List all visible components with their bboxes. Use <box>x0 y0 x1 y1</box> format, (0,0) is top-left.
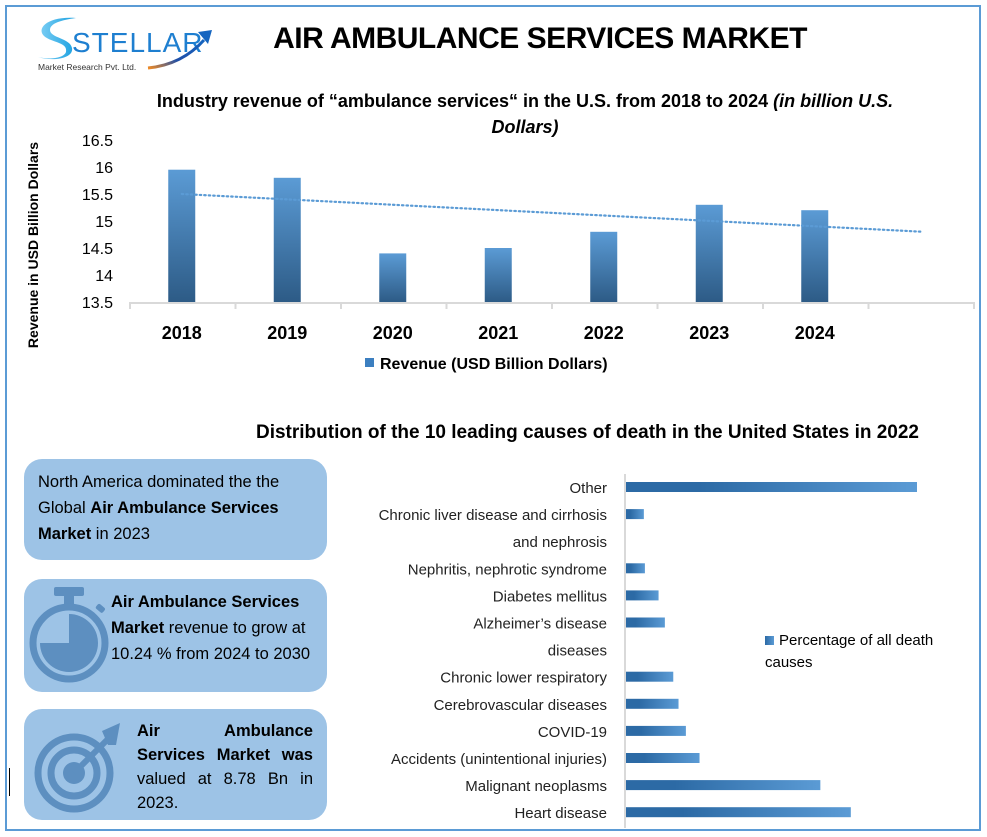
revenue-x-tick-label: 2019 <box>267 323 307 343</box>
cause-label: Cerebrovascular diseases <box>434 697 607 714</box>
revenue-legend-swatch <box>365 358 374 367</box>
stopwatch-icon <box>29 587 109 683</box>
cause-label: and nephrosis <box>513 534 607 551</box>
cause-label: Alzheimer’s disease <box>473 616 607 633</box>
info-card-region: North America dominated the the Global A… <box>24 459 327 560</box>
revenue-bar-2021 <box>484 248 512 302</box>
cause-label: Chronic lower respiratory <box>440 670 607 687</box>
cause-label: diseases <box>548 643 607 660</box>
cause-label: COVID-19 <box>538 724 607 741</box>
revenue-bar-2022 <box>590 231 618 302</box>
logo: STELLAR Market Research Pvt. Ltd. <box>28 10 218 76</box>
cause-bar <box>626 725 686 736</box>
cause-bar <box>626 671 674 682</box>
cause-bar <box>626 590 659 601</box>
cause-bar <box>626 753 700 763</box>
card-valuation-text: Air Ambulance Services Market was valued… <box>137 719 313 815</box>
text-cursor <box>9 768 10 796</box>
revenue-chart-title-italic: (in billion U.S. Dollars) <box>491 91 894 137</box>
revenue-chart-title-main: Industry revenue of “ambulance services“… <box>156 91 774 111</box>
causes-legend: Percentage of all death causes <box>765 630 965 674</box>
revenue-x-tick-label: 2022 <box>584 323 624 343</box>
card-growth-text-2: revenue to grow at 10.24 % from 2024 to … <box>111 619 311 663</box>
revenue-legend: Revenue (USD Billion Dollars) <box>365 356 608 374</box>
logo-brand-text: STELLAR <box>72 27 204 58</box>
info-card-growth: Air Ambulance Services Market revenue to… <box>24 579 327 692</box>
card-valuation-text-1: Air Ambulance Services Market was <box>137 722 313 764</box>
revenue-x-tick-label: 2021 <box>478 323 518 343</box>
revenue-chart-title: Industry revenue of “ambulance services“… <box>130 88 920 140</box>
cause-label: Diabetes mellitus <box>493 588 607 605</box>
causes-legend-swatch <box>765 636 774 645</box>
cause-bar <box>626 807 851 818</box>
stellar-logo-graphic: STELLAR <box>38 17 212 70</box>
cause-bar <box>626 563 645 574</box>
cause-bar <box>626 482 917 492</box>
card-region-text: North America dominated the the Global A… <box>38 473 279 543</box>
revenue-x-tick-label: 2018 <box>162 323 202 343</box>
revenue-x-tick-label: 2023 <box>689 323 729 343</box>
revenue-y-tick-label: 15.5 <box>82 187 113 204</box>
card-valuation-text-2: valued at 8.78 Bn in 2023. <box>137 770 313 812</box>
revenue-trendline <box>180 192 925 233</box>
card-region-text-3: in 2023 <box>91 525 150 543</box>
cause-bar <box>626 617 665 628</box>
revenue-y-tick-label: 16.5 <box>82 133 113 150</box>
cause-label: Accidents (unintentional injuries) <box>391 751 607 768</box>
cause-bar <box>626 698 679 709</box>
causes-legend-label: Percentage of all death causes <box>765 632 934 671</box>
info-card-valuation: Air Ambulance Services Market was valued… <box>24 709 327 820</box>
card-growth-text-1: Air Ambulance Services Market <box>111 593 300 637</box>
revenue-y-tick-label: 14 <box>95 268 113 285</box>
cause-label: Chronic liver disease and cirrhosis <box>379 507 607 524</box>
card-growth-text: Air Ambulance Services Market revenue to… <box>111 589 321 667</box>
revenue-legend-label: Revenue (USD Billion Dollars) <box>380 356 608 373</box>
cause-label: Other <box>569 480 607 497</box>
revenue-y-tick-label: 13.5 <box>82 295 113 312</box>
revenue-bar-2018 <box>168 169 196 302</box>
cause-label: Heart disease <box>514 805 607 822</box>
cause-bar <box>626 780 821 791</box>
card-region-text-1: North America dominated the the Global <box>38 473 280 517</box>
page-frame <box>5 5 981 831</box>
revenue-x-tick-label: 2024 <box>795 323 835 343</box>
target-icon <box>34 723 120 813</box>
revenue-bar-2020 <box>379 253 407 302</box>
cause-label: Nephritis, nephrotic syndrome <box>408 561 607 578</box>
revenue-y-tick-label: 15 <box>95 214 113 231</box>
revenue-x-tick-label: 2020 <box>373 323 413 343</box>
revenue-y-tick-label: 14.5 <box>82 241 113 258</box>
logo-subtitle: Market Research Pvt. Ltd. <box>38 62 137 72</box>
card-region-text-2: Air Ambulance Services Market <box>38 499 279 543</box>
page-title: AIR AMBULANCE SERVICES MARKET <box>273 22 807 55</box>
cause-label: Malignant neoplasms <box>465 778 607 795</box>
revenue-bar-chart: 16.5 16 15.5 15 14.5 14 13.5 2018 2019 2020 2021 2… <box>82 133 975 343</box>
cause-bar <box>626 509 644 520</box>
revenue-y-tick-label: 16 <box>95 160 113 177</box>
causes-chart-title: Distribution of the 10 leading causes of… <box>255 422 919 443</box>
